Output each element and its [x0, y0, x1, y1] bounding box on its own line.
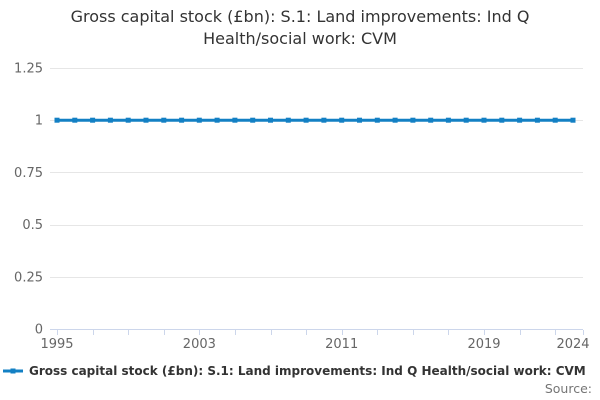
y-tick-label: 1.25	[14, 62, 43, 77]
x-tick-label: 2003	[183, 337, 216, 352]
y-tick-label: 1	[35, 114, 43, 129]
y-tick-label: 0.75	[14, 166, 43, 181]
y-axis-labels: 0 0.25 0.5 0.75 1 1.25	[14, 62, 43, 338]
x-tick-label: 2019	[467, 337, 500, 352]
chart-title: Gross capital stock (£bn): S.1: Land imp…	[70, 7, 530, 49]
y-gridlines	[50, 68, 583, 330]
x-tick-label: 2024	[556, 337, 589, 352]
y-tick-label: 0	[35, 323, 43, 338]
y-tick-label: 0.5	[22, 218, 43, 233]
series-markers	[54, 117, 576, 123]
line-chart-plot-area: 0 0.25 0.5 0.75 1 1.25 1995 2003 2011 2019 2024	[14, 62, 590, 353]
source-label: Source:	[544, 381, 592, 396]
x-axis-labels: 1995 2003 2011 2019 2024	[40, 337, 589, 352]
x-tick-label: 2011	[325, 337, 358, 352]
x-tick-label: 1995	[40, 337, 73, 352]
legend-item[interactable]: Gross capital stock (£bn): S.1: Land imp…	[2, 364, 586, 378]
legend-marker-icon	[3, 368, 23, 374]
y-tick-label: 0.25	[14, 270, 43, 285]
x-axis-ticks	[57, 330, 584, 335]
legend-item-label: Gross capital stock (£bn): S.1: Land imp…	[29, 364, 586, 378]
